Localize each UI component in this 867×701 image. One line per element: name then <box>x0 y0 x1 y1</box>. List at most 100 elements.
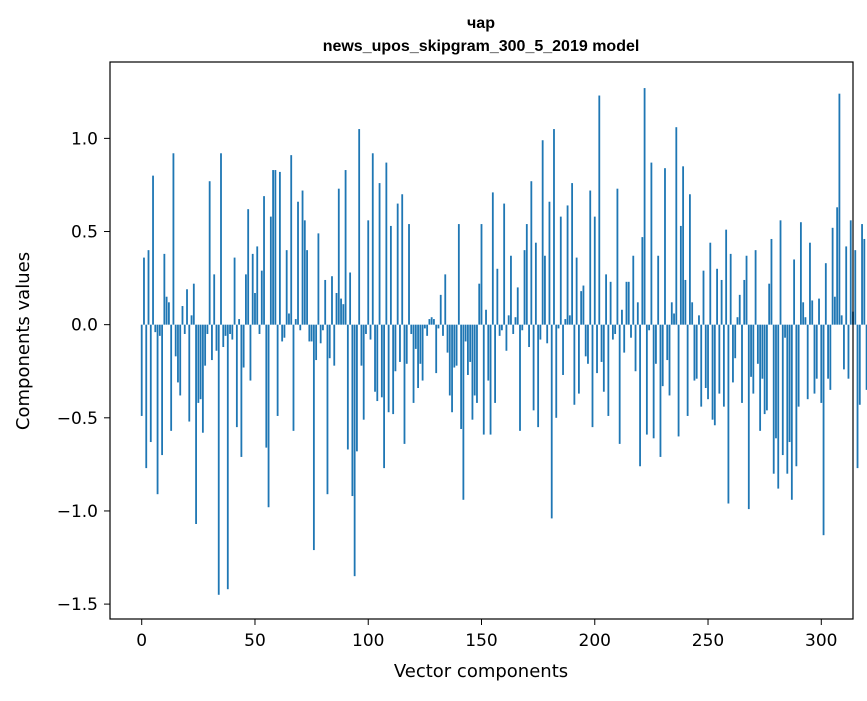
bar <box>575 257 578 325</box>
bar <box>661 324 664 387</box>
bar <box>473 324 476 396</box>
bar <box>847 324 850 379</box>
bars-group <box>140 88 867 595</box>
bar <box>539 324 542 340</box>
bar <box>367 220 370 325</box>
bar <box>174 324 177 357</box>
bar <box>652 324 655 439</box>
bar <box>482 324 485 435</box>
bar <box>351 324 354 497</box>
bar <box>788 324 791 443</box>
bar <box>824 263 827 325</box>
bar <box>849 220 852 325</box>
bar <box>534 242 537 325</box>
bar <box>161 324 163 456</box>
bar <box>412 324 415 403</box>
bar <box>272 170 274 325</box>
bar <box>211 324 213 361</box>
bar <box>512 324 515 334</box>
bar <box>573 324 576 405</box>
bar <box>163 253 166 325</box>
y-tick-label: −1.5 <box>57 595 98 615</box>
bar <box>691 302 694 325</box>
y-axis-ticks: −1.5 −1.0 −0.5 0.0 0.5 1.0 <box>57 129 110 615</box>
bar <box>457 224 460 325</box>
bar <box>684 279 687 325</box>
bar <box>840 315 843 325</box>
bar <box>489 324 492 435</box>
bar <box>154 324 157 333</box>
bar <box>743 279 746 325</box>
bar <box>759 324 762 431</box>
bar <box>258 324 261 334</box>
bar <box>240 324 243 457</box>
bar <box>251 253 254 325</box>
y-tick-label: −0.5 <box>57 409 98 429</box>
bar <box>679 225 682 325</box>
bar <box>845 246 848 325</box>
bar <box>772 324 775 474</box>
bar <box>596 324 598 374</box>
bar <box>831 227 834 325</box>
bar <box>799 222 802 325</box>
bar <box>861 224 863 325</box>
bar <box>777 324 780 489</box>
bar <box>322 324 324 331</box>
bar <box>562 324 564 375</box>
bar <box>600 324 603 362</box>
bar <box>235 324 238 428</box>
x-tick-label: 300 <box>805 631 837 651</box>
bar <box>437 324 440 329</box>
bar <box>140 324 143 416</box>
bar <box>478 283 481 325</box>
bar <box>301 190 304 325</box>
bar <box>580 291 583 325</box>
bar <box>609 281 612 325</box>
bar <box>331 276 333 325</box>
bar <box>813 324 816 394</box>
bar <box>775 324 777 439</box>
bar <box>695 324 698 379</box>
bar <box>858 324 861 405</box>
bar <box>634 324 637 372</box>
bar <box>818 298 820 325</box>
bar <box>281 324 284 342</box>
bar <box>199 324 202 400</box>
bar <box>433 319 435 325</box>
bar <box>598 95 601 325</box>
bar <box>553 129 555 325</box>
bar <box>781 324 784 456</box>
bar <box>172 153 175 325</box>
bar <box>664 168 666 325</box>
bar <box>713 324 716 426</box>
bar <box>226 324 229 590</box>
bar <box>530 181 533 325</box>
bar <box>541 140 544 325</box>
bar <box>410 324 413 334</box>
bar <box>698 315 700 325</box>
bar <box>729 253 732 325</box>
bar <box>761 324 764 379</box>
bar <box>487 324 490 381</box>
y-tick-label: −1.0 <box>57 502 98 522</box>
bar <box>505 324 508 351</box>
bar <box>632 255 635 325</box>
bar <box>494 324 496 403</box>
bar <box>317 233 320 325</box>
bar <box>444 274 447 325</box>
bar <box>670 302 673 325</box>
bar <box>428 319 431 325</box>
bar <box>711 324 714 420</box>
bar <box>578 324 580 394</box>
bar <box>611 324 614 340</box>
bar <box>179 324 182 396</box>
chart-subtitle: news_upos_skipgram_300_5_2019 model <box>323 38 640 55</box>
bar <box>682 166 685 325</box>
bar <box>358 129 361 325</box>
bar <box>503 203 506 325</box>
bar <box>385 162 388 325</box>
bar <box>401 194 404 325</box>
bar <box>423 324 426 329</box>
bar <box>369 324 372 340</box>
